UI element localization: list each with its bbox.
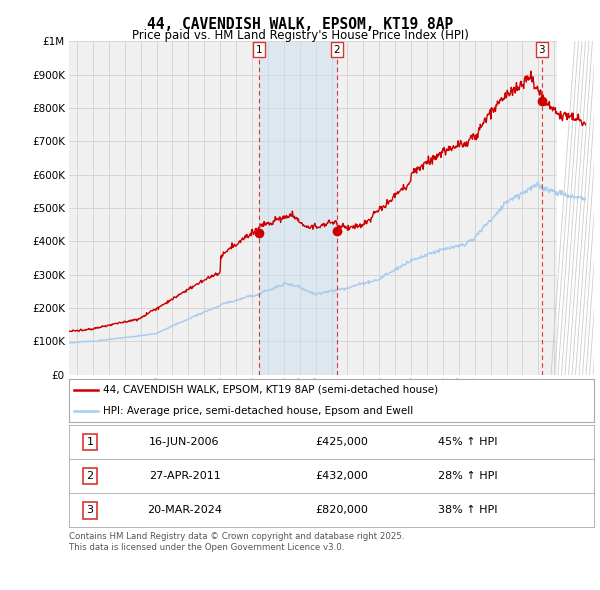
Text: 44, CAVENDISH WALK, EPSOM, KT19 8AP (semi-detached house): 44, CAVENDISH WALK, EPSOM, KT19 8AP (sem… — [103, 385, 438, 395]
Text: £820,000: £820,000 — [316, 506, 368, 515]
Bar — [557, 41, 594, 375]
Text: Contains HM Land Registry data © Crown copyright and database right 2025.
This d: Contains HM Land Registry data © Crown c… — [69, 532, 404, 552]
Text: 1: 1 — [256, 45, 263, 55]
Text: 38% ↑ HPI: 38% ↑ HPI — [438, 506, 498, 515]
Text: 3: 3 — [539, 45, 545, 55]
Text: Price paid vs. HM Land Registry's House Price Index (HPI): Price paid vs. HM Land Registry's House … — [131, 30, 469, 42]
Text: 27-APR-2011: 27-APR-2011 — [149, 471, 220, 481]
Text: 2: 2 — [86, 471, 94, 481]
Text: 44, CAVENDISH WALK, EPSOM, KT19 8AP: 44, CAVENDISH WALK, EPSOM, KT19 8AP — [147, 17, 453, 31]
Text: 1: 1 — [86, 437, 94, 447]
Text: 2: 2 — [333, 45, 340, 55]
Text: £425,000: £425,000 — [316, 437, 368, 447]
Text: 45% ↑ HPI: 45% ↑ HPI — [438, 437, 498, 447]
Text: £432,000: £432,000 — [316, 471, 368, 481]
Text: 28% ↑ HPI: 28% ↑ HPI — [438, 471, 498, 481]
Text: 20-MAR-2024: 20-MAR-2024 — [147, 506, 222, 515]
Bar — [594, 41, 600, 375]
Text: 3: 3 — [86, 506, 94, 515]
Text: 16-JUN-2006: 16-JUN-2006 — [149, 437, 220, 447]
Text: HPI: Average price, semi-detached house, Epsom and Ewell: HPI: Average price, semi-detached house,… — [103, 407, 413, 416]
Bar — [259, 41, 337, 375]
